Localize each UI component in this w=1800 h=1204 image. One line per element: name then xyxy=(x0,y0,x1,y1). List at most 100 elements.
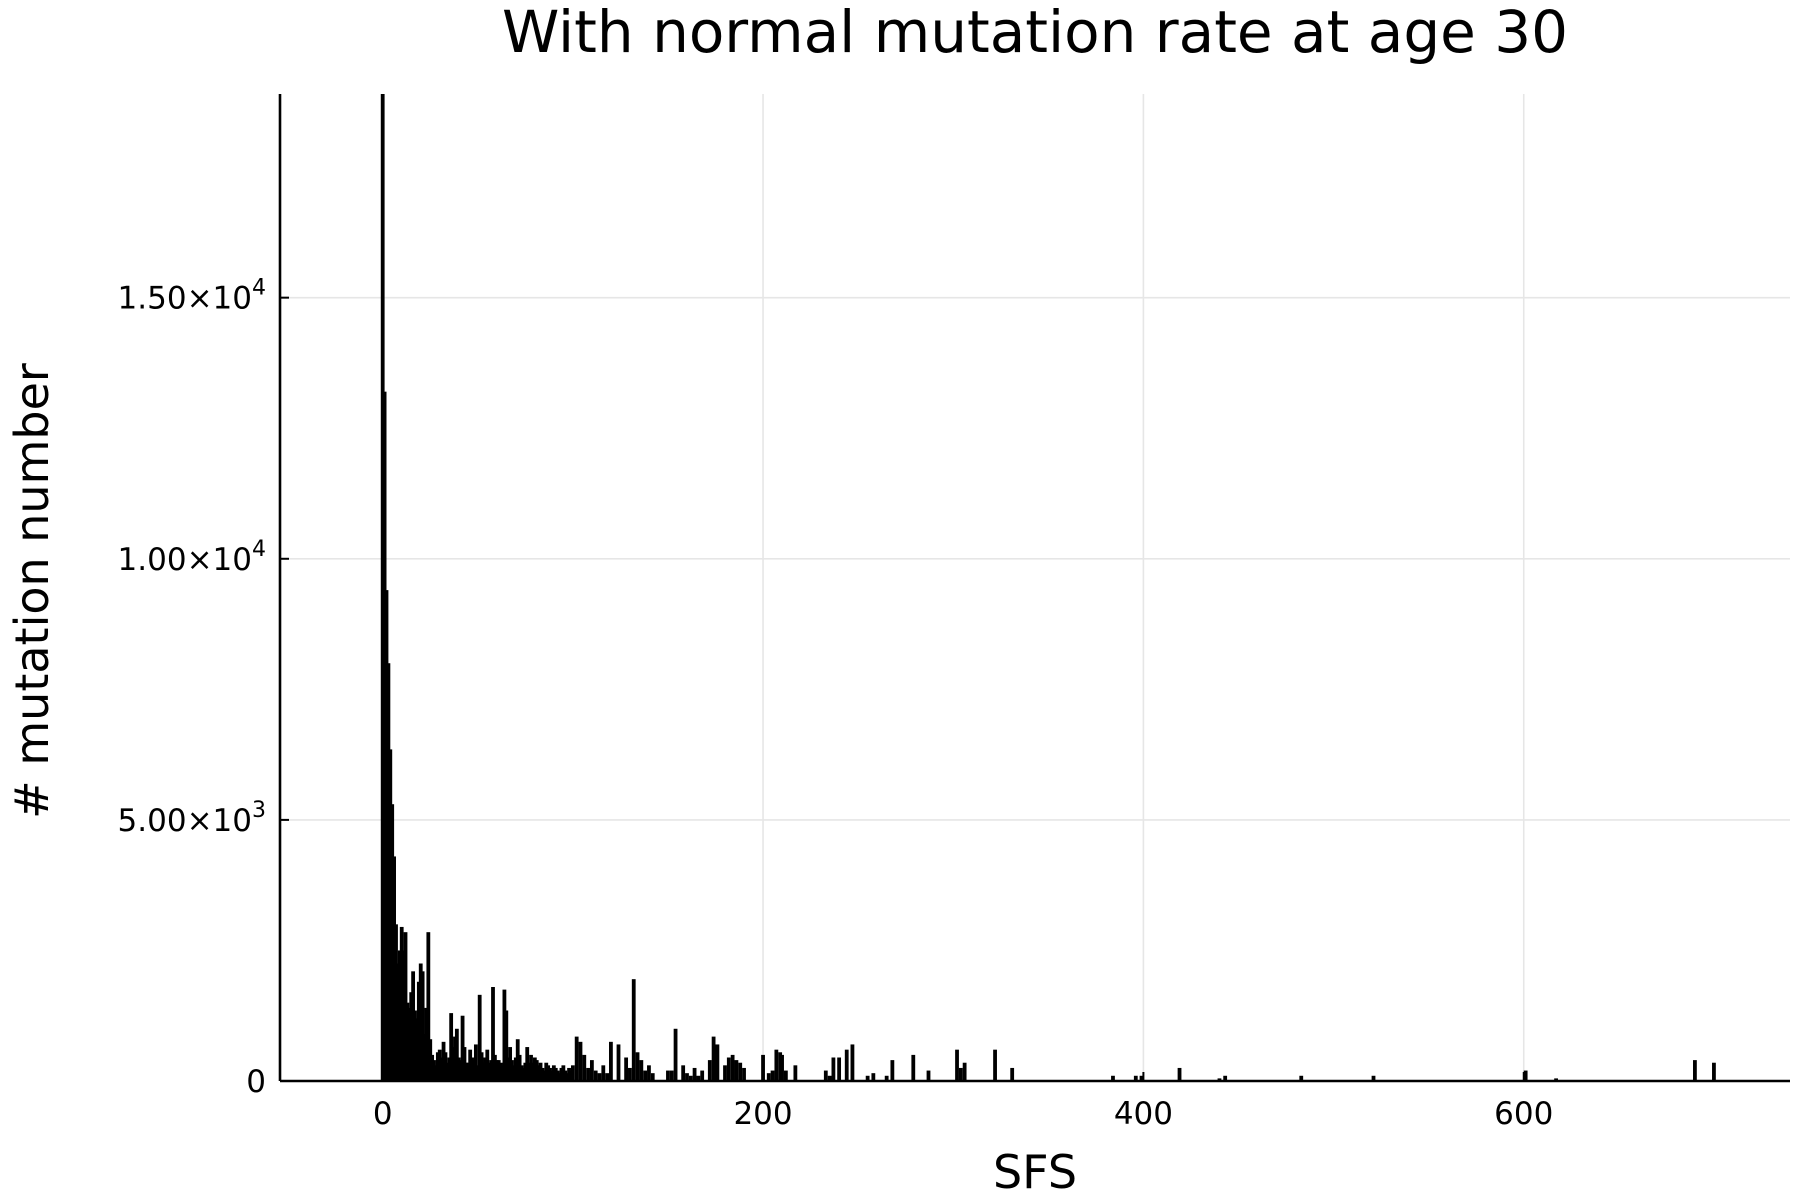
bar xyxy=(616,1044,621,1081)
bar xyxy=(1010,1067,1015,1081)
bar xyxy=(521,1067,526,1081)
bar xyxy=(472,1060,476,1081)
bar xyxy=(793,1065,798,1081)
bar xyxy=(643,1070,648,1081)
bar xyxy=(647,1065,651,1081)
bar xyxy=(865,1075,870,1081)
bar xyxy=(550,1070,554,1081)
bar xyxy=(489,1060,493,1081)
bar xyxy=(458,1060,463,1081)
bar xyxy=(734,1060,739,1081)
bar xyxy=(553,1067,558,1081)
bar xyxy=(447,1057,452,1081)
bar xyxy=(774,1049,779,1081)
bar xyxy=(435,1052,440,1081)
bar xyxy=(742,1067,746,1081)
bar xyxy=(570,1065,575,1081)
y-tick-label: 1.50×104 xyxy=(118,276,266,317)
bar xyxy=(707,1060,712,1081)
bar xyxy=(413,1010,417,1081)
bar xyxy=(780,1054,784,1081)
x-tick-label: 600 xyxy=(1494,1096,1553,1132)
bar xyxy=(483,1057,488,1081)
bar xyxy=(631,979,636,1081)
bar xyxy=(567,1067,571,1081)
bar xyxy=(426,932,431,1081)
bar xyxy=(504,1010,509,1081)
y-tick-label: 5.00×103 xyxy=(118,798,266,839)
y-tick-label: 1.00×104 xyxy=(118,537,266,578)
bar xyxy=(565,1073,570,1081)
bar xyxy=(884,1075,889,1081)
bar xyxy=(926,1070,931,1081)
bar xyxy=(823,1070,828,1081)
bar xyxy=(609,1041,613,1081)
bar xyxy=(850,1044,855,1081)
bar xyxy=(783,1070,788,1081)
bar xyxy=(844,1049,849,1081)
bar xyxy=(477,994,482,1081)
bar xyxy=(635,1052,640,1081)
bar xyxy=(394,924,398,1081)
chart-title: With normal mutation rate at age 30 xyxy=(502,0,1568,66)
bar xyxy=(700,1070,705,1081)
bar xyxy=(666,1070,670,1081)
bar xyxy=(559,1067,564,1081)
bar xyxy=(993,1049,997,1081)
bar xyxy=(1554,1078,1558,1081)
bar xyxy=(589,1060,594,1081)
bar xyxy=(1523,1070,1528,1081)
bar xyxy=(1371,1075,1376,1081)
bar xyxy=(827,1075,832,1081)
bar xyxy=(696,1075,701,1081)
bar xyxy=(532,1057,537,1081)
bar xyxy=(650,1073,655,1081)
bar xyxy=(496,1060,501,1081)
bar xyxy=(673,1028,678,1081)
bar xyxy=(711,1036,716,1081)
bar xyxy=(681,1065,686,1081)
bar xyxy=(420,971,425,1081)
bar xyxy=(1111,1075,1115,1081)
bar xyxy=(1133,1075,1138,1081)
bar xyxy=(510,1060,514,1081)
bar xyxy=(586,1067,590,1081)
bar xyxy=(430,1054,435,1081)
bar xyxy=(582,1054,587,1081)
bar xyxy=(766,1073,771,1081)
bar xyxy=(557,1073,562,1081)
bar xyxy=(1139,1075,1144,1081)
bar xyxy=(738,1062,743,1081)
bar xyxy=(730,1054,735,1081)
bar xyxy=(605,1073,609,1081)
bar xyxy=(443,1052,448,1081)
bar xyxy=(449,1013,454,1081)
bar xyxy=(962,1062,967,1081)
x-tick-label: 400 xyxy=(1114,1096,1173,1132)
bars-layer xyxy=(380,94,1716,1081)
bar xyxy=(578,1041,583,1081)
bar xyxy=(473,1044,478,1081)
ticks-layer: 0 200 400 600 0 5.00×103 1.00×104 1.50×104 xyxy=(118,276,1554,1132)
bar xyxy=(1223,1075,1228,1081)
bar xyxy=(456,1057,461,1081)
bar xyxy=(871,1073,876,1081)
bar xyxy=(958,1067,963,1081)
bar xyxy=(723,1065,727,1081)
bar xyxy=(624,1057,629,1081)
bar xyxy=(761,1054,765,1081)
bar xyxy=(715,1044,720,1081)
bar xyxy=(890,1060,895,1081)
bar xyxy=(628,1067,632,1081)
bar xyxy=(403,932,408,1081)
bar xyxy=(669,1070,674,1081)
bar xyxy=(542,1070,547,1081)
bar xyxy=(911,1054,916,1081)
bar xyxy=(597,1073,602,1081)
x-axis-label: SFS xyxy=(993,1145,1077,1199)
bar xyxy=(540,1067,545,1081)
bar xyxy=(405,1002,410,1081)
bar xyxy=(692,1067,697,1081)
